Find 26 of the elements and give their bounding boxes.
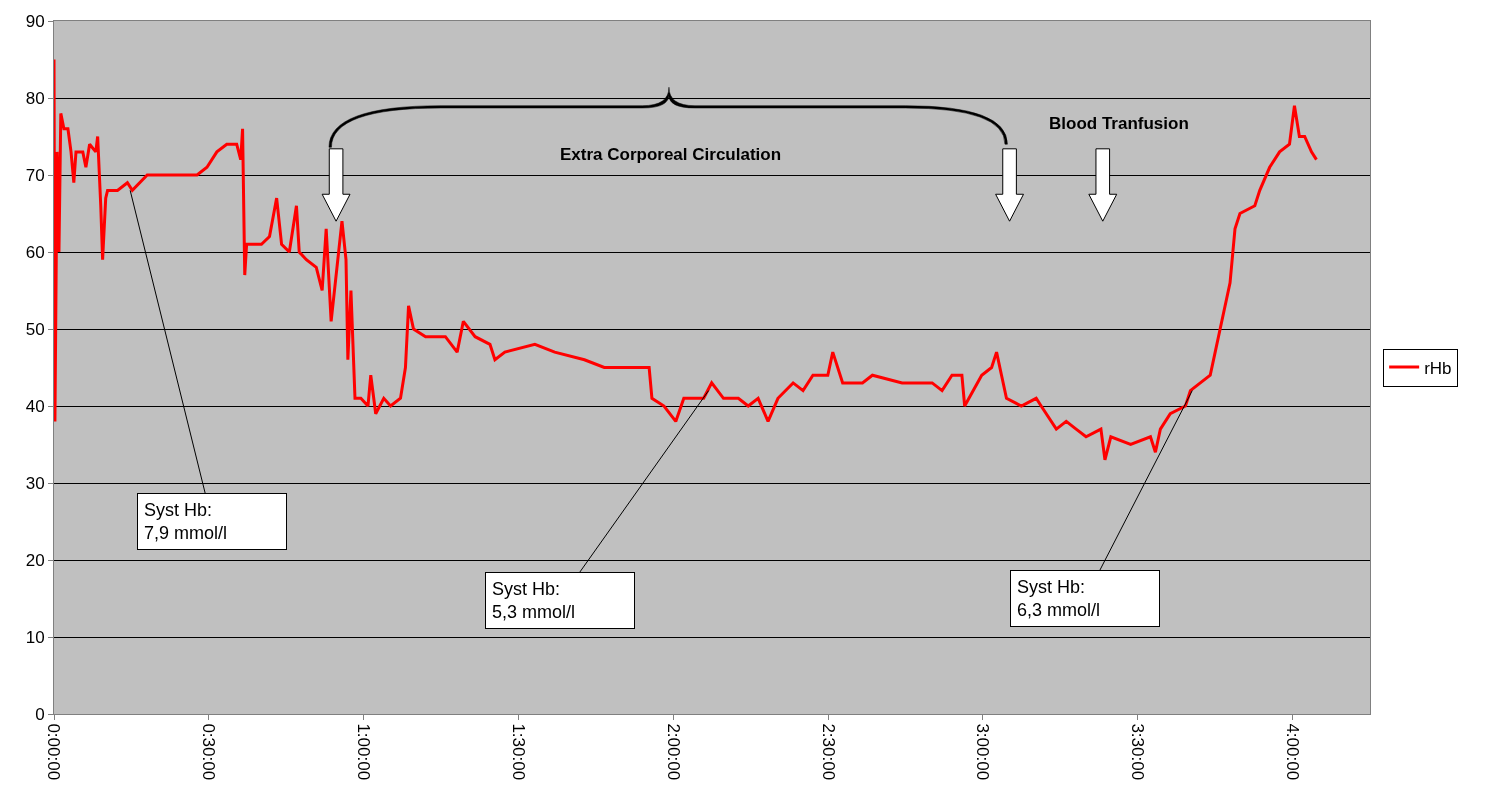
y-tick-label: 80: [25, 88, 45, 108]
y-tick-label: 20: [25, 550, 45, 570]
annotation: Syst Hb: 7,9 mmol/l: [144, 500, 228, 544]
legend-label: rHb: [1424, 358, 1452, 378]
annotation: Syst Hb: 6,3 mmol/l: [1017, 577, 1101, 621]
x-tick-label: 3:00:00: [973, 723, 993, 781]
annotation: Blood Tranfusion: [1049, 114, 1189, 133]
y-tick-label: 40: [25, 396, 45, 416]
y-tick-label: 10: [25, 627, 45, 647]
y-tick-label: 70: [25, 165, 45, 185]
y-tick-label: 30: [25, 473, 45, 493]
x-tick-label: 2:00:00: [663, 723, 683, 781]
annotation: Extra Corporeal Circulation: [560, 145, 782, 164]
y-tick-label: 50: [25, 319, 45, 339]
y-tick-label: 0: [35, 704, 45, 724]
x-tick-label: 0:00:00: [44, 723, 64, 781]
x-tick-label: 4:00:00: [1283, 723, 1303, 781]
x-tick-label: 0:30:00: [199, 723, 219, 781]
y-tick-label: 60: [25, 242, 45, 262]
line-series: [54, 58, 1318, 462]
x-tick-label: 1:30:00: [508, 723, 528, 781]
x-tick-label: 1:00:00: [354, 723, 374, 781]
x-tick-label: 2:30:00: [818, 723, 838, 781]
y-tick-label: 90: [25, 11, 45, 31]
annotation: Syst Hb: 5,3 mmol/l: [492, 579, 576, 623]
x-tick-label: 3:30:00: [1128, 723, 1148, 781]
